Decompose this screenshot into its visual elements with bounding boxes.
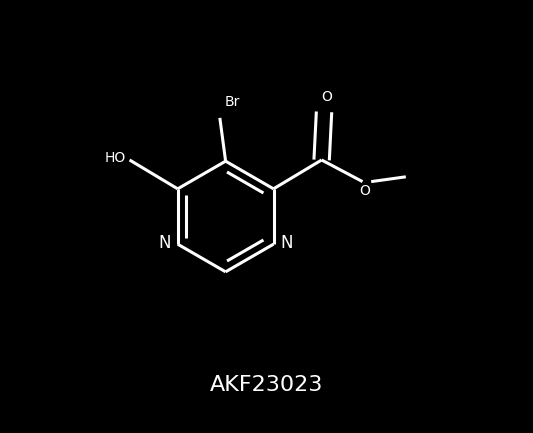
Text: AKF23023: AKF23023: [210, 375, 323, 395]
Text: O: O: [321, 90, 332, 104]
Text: N: N: [158, 234, 171, 252]
Text: HO: HO: [104, 151, 126, 165]
Text: Br: Br: [224, 95, 240, 109]
Text: N: N: [281, 234, 293, 252]
Text: O: O: [359, 184, 370, 198]
